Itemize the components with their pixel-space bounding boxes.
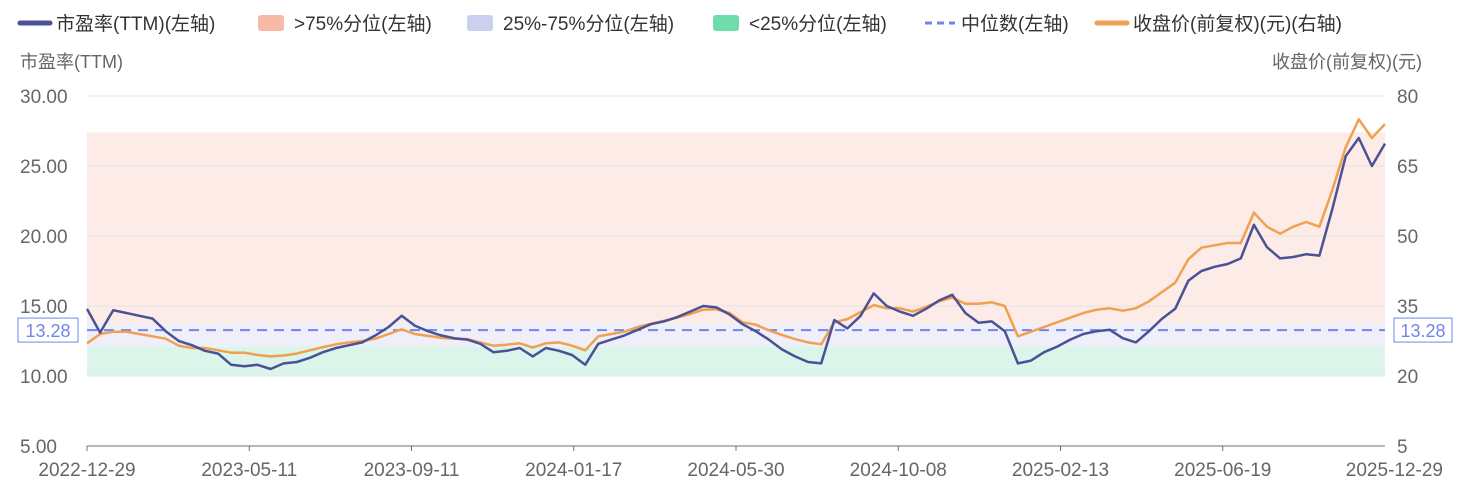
x-tick-label: 2023-05-11 [201, 460, 297, 480]
x-tick-label: 2025-12-29 [1346, 460, 1443, 480]
y-left-axis-title: 市盈率(TTM) [20, 52, 123, 72]
series-line-price [86, 118, 1386, 358]
y-right-tick-label: 5 [1397, 437, 1408, 458]
y-right-tick-label: 50 [1397, 227, 1418, 248]
band-low [87, 346, 1385, 376]
band-mid [87, 322, 1385, 347]
percentile-bands [87, 132, 1385, 376]
band-high [87, 132, 1385, 323]
y-right-tick-label: 20 [1397, 367, 1418, 388]
y-right-axis-title: 收盘价(前复权)(元) [1272, 52, 1422, 72]
axes: 30.00 25.00 20.00 15.00 10.00 5.00 80 65 50 35 20 5… [20, 87, 1443, 480]
y-right-tick-label: 35 [1397, 297, 1418, 318]
legend-label-low: <25%分位(左轴) [749, 13, 887, 35]
x-tick-label: 2022-12-29 [38, 460, 135, 480]
x-tick-label: 2023-09-11 [364, 460, 460, 480]
legend-label-high: >75%分位(左轴) [294, 13, 432, 35]
x-tick-label: 2024-05-30 [687, 460, 784, 480]
x-tick-label: 2024-01-17 [525, 460, 622, 480]
legend-label-median: 中位数(左轴) [961, 13, 1069, 35]
y-left-tick-label: 15.00 [20, 297, 68, 318]
y-left-tick-label: 5.00 [20, 437, 57, 458]
x-tick-label: 2024-10-08 [850, 460, 947, 480]
y-right-tick-label: 80 [1397, 87, 1418, 108]
series-line-pe [85, 136, 1387, 371]
median-line-group: 13.28 13.28 [17, 317, 1453, 343]
y-right-tick-label: 65 [1397, 157, 1418, 178]
legend-label-pe: 市盈率(TTM)(左轴) [56, 13, 215, 35]
median-tag-right-box [1393, 317, 1453, 343]
legend-swatch-mid [467, 15, 493, 31]
legend: 市盈率(TTM)(左轴) >75%分位(左轴) 25%-75%分位(左轴) <25%分… [17, 13, 1342, 35]
grid [87, 95, 1385, 377]
median-tag-left-box [17, 317, 79, 343]
y-left-tick-label: 25.00 [20, 157, 68, 178]
x-tick-label: 2025-06-19 [1174, 460, 1271, 480]
y-left-tick-label: 20.00 [20, 227, 68, 248]
legend-swatch-low [713, 15, 739, 31]
median-tag-left: 13.28 [25, 321, 70, 341]
median-tag-right: 13.28 [1400, 321, 1445, 341]
legend-label-price: 收盘价(前复权)(元)(右轴) [1133, 13, 1342, 35]
legend-label-mid: 25%-75%分位(左轴) [503, 13, 674, 35]
y-left-tick-label: 10.00 [20, 367, 68, 388]
legend-swatch-high [258, 15, 284, 31]
series [85, 118, 1387, 371]
y-left-tick-label: 30.00 [20, 87, 68, 108]
x-tick-label: 2025-02-13 [1012, 460, 1109, 480]
